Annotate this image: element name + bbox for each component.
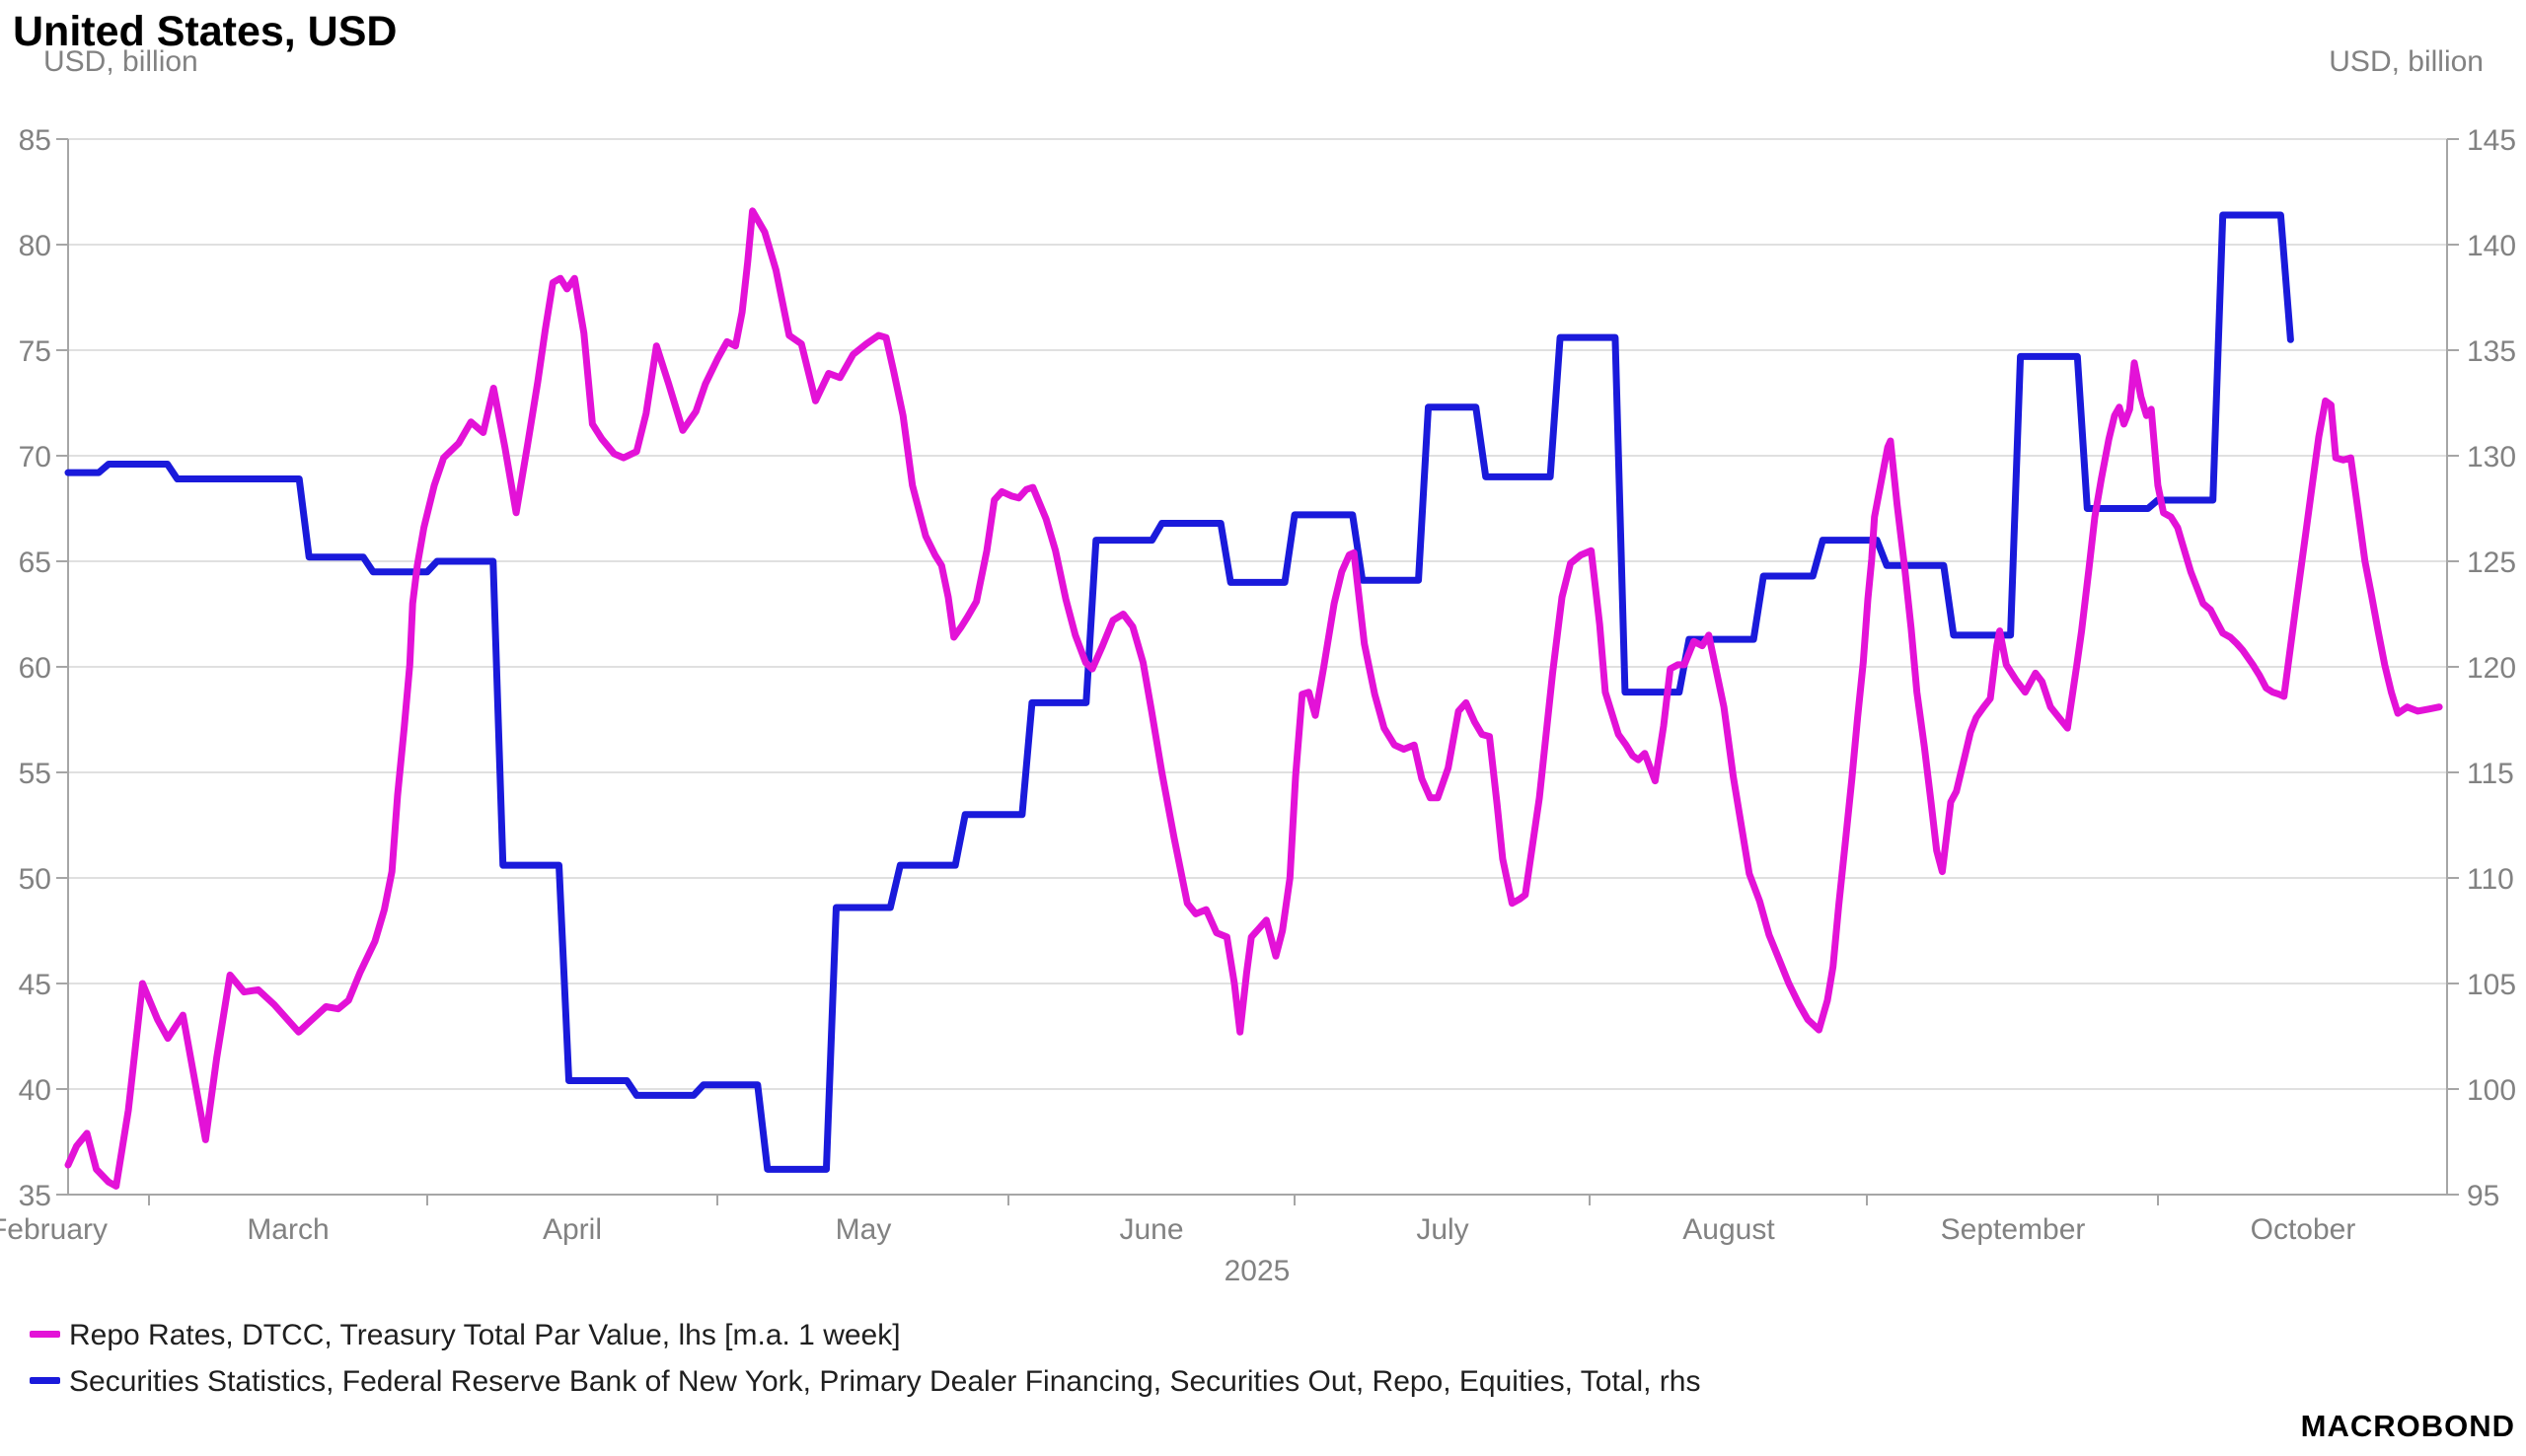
y-left-tick-label: 75 <box>19 335 51 368</box>
y-right-tick-label: 135 <box>2467 335 2516 368</box>
y-left-tick-label: 50 <box>19 863 51 896</box>
x-month-label: April <box>543 1213 602 1246</box>
y-left-tick-label: 80 <box>19 230 51 262</box>
macrobond-logo: MACROBOND <box>2301 1409 2515 1443</box>
x-year-label: 2025 <box>1225 1255 1291 1287</box>
y-right-tick-label: 120 <box>2467 652 2516 685</box>
x-month-label: August <box>1682 1213 1775 1246</box>
y-left-tick-label: 85 <box>19 124 51 157</box>
y-right-tick-label: 105 <box>2467 969 2516 1001</box>
y-right-tick-label: 140 <box>2467 230 2516 262</box>
legend-label-dealer-financing: Securities Statistics, Federal Reserve B… <box>69 1365 1701 1398</box>
y-right-tick-label: 130 <box>2467 441 2516 473</box>
x-month-label: March <box>247 1213 329 1246</box>
series-line-repo-rates <box>64 207 2443 1190</box>
y-left-tick-label: 40 <box>19 1074 51 1107</box>
y-left-tick-label: 35 <box>19 1180 51 1212</box>
y-right-tick-label: 110 <box>2467 863 2514 896</box>
legend-label-repo-rates: Repo Rates, DTCC, Treasury Total Par Val… <box>69 1319 901 1351</box>
y-right-tick-label: 125 <box>2467 546 2516 579</box>
x-month-label: October <box>2251 1213 2356 1246</box>
legend-swatch-dealer-financing <box>30 1377 60 1384</box>
x-month-label: June <box>1119 1213 1183 1246</box>
page-title: United States, USD <box>13 8 397 55</box>
y-right-tick-label: 95 <box>2467 1180 2499 1212</box>
y-left-tick-label: 65 <box>19 546 51 579</box>
y-left-tick-label: 55 <box>19 758 51 790</box>
x-month-label: July <box>1416 1213 1468 1246</box>
y-left-unit-label: USD, billion <box>43 45 198 78</box>
y-right-unit-label: USD, billion <box>2329 45 2484 78</box>
y-left-tick-label: 70 <box>19 441 51 473</box>
series-line-dealer-financing <box>64 211 2294 1173</box>
y-left-tick-label: 60 <box>19 652 51 685</box>
y-left-tick-label: 45 <box>19 969 51 1001</box>
x-month-label: May <box>836 1213 892 1246</box>
y-right-tick-label: 115 <box>2467 758 2514 790</box>
x-month-label: February <box>0 1213 108 1246</box>
y-right-tick-label: 100 <box>2467 1074 2516 1107</box>
y-right-tick-label: 145 <box>2467 124 2516 157</box>
x-month-label: September <box>1941 1213 2086 1246</box>
legend: Repo Rates, DTCC, Treasury Total Par Val… <box>30 1319 1701 1398</box>
legend-swatch-repo-rates <box>30 1331 60 1338</box>
